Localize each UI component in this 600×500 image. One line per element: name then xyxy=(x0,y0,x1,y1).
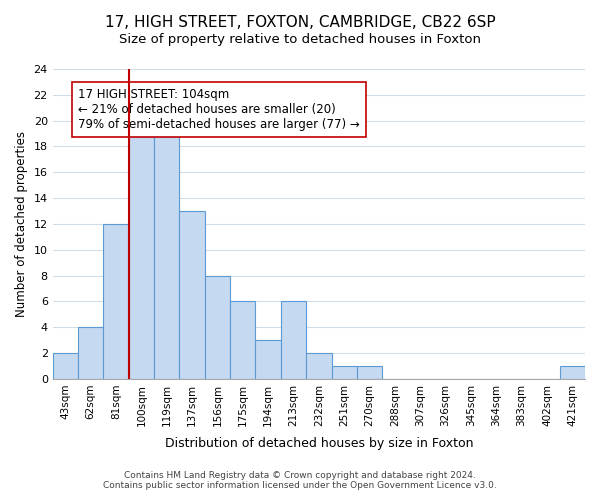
Bar xyxy=(205,276,230,379)
Bar xyxy=(78,328,103,379)
Bar xyxy=(230,302,256,379)
Bar xyxy=(560,366,585,379)
Bar xyxy=(103,224,129,379)
Text: Contains HM Land Registry data © Crown copyright and database right 2024.
Contai: Contains HM Land Registry data © Crown c… xyxy=(103,470,497,490)
Text: 17 HIGH STREET: 104sqm
← 21% of detached houses are smaller (20)
79% of semi-det: 17 HIGH STREET: 104sqm ← 21% of detached… xyxy=(78,88,360,132)
Bar xyxy=(179,211,205,379)
Bar xyxy=(332,366,357,379)
Bar xyxy=(129,120,154,379)
Bar xyxy=(53,353,78,379)
X-axis label: Distribution of detached houses by size in Foxton: Distribution of detached houses by size … xyxy=(164,437,473,450)
Text: Size of property relative to detached houses in Foxton: Size of property relative to detached ho… xyxy=(119,32,481,46)
Bar xyxy=(357,366,382,379)
Y-axis label: Number of detached properties: Number of detached properties xyxy=(15,131,28,317)
Bar xyxy=(154,134,179,379)
Bar xyxy=(306,353,332,379)
Text: 17, HIGH STREET, FOXTON, CAMBRIDGE, CB22 6SP: 17, HIGH STREET, FOXTON, CAMBRIDGE, CB22… xyxy=(104,15,496,30)
Bar xyxy=(281,302,306,379)
Bar xyxy=(256,340,281,379)
